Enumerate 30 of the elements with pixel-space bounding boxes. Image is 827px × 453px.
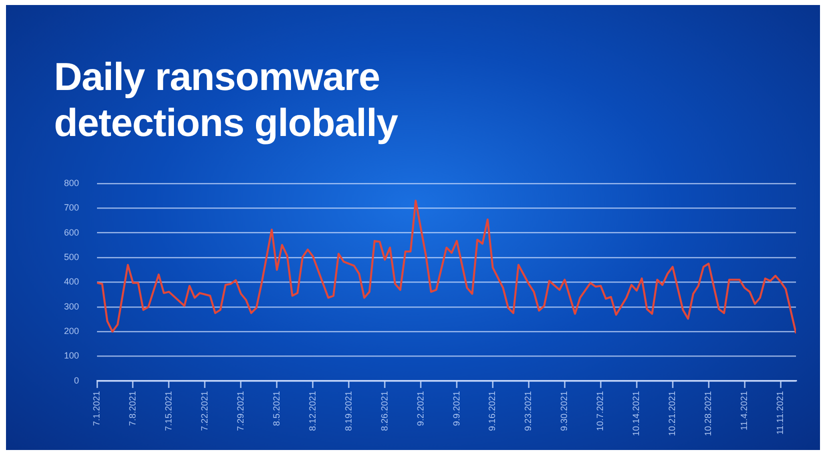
y-tick-label: 700 bbox=[64, 202, 80, 213]
x-tick-label: 9.16.2021 bbox=[487, 390, 498, 432]
x-tick-label: 8.12.2021 bbox=[307, 390, 318, 432]
x-tick-label: 11.4.2021 bbox=[739, 390, 750, 430]
x-tick-label: 8.5.2021 bbox=[271, 390, 282, 426]
x-tick-label: 7.1.2021 bbox=[92, 390, 102, 426]
y-tick-label: 200 bbox=[64, 326, 80, 336]
x-tick-label: 8.19.2021 bbox=[343, 390, 354, 432]
x-tick-label: 9.30.2021 bbox=[559, 390, 570, 432]
x-tick-label: 10.21.2021 bbox=[667, 390, 678, 436]
x-tick-label: 7.22.2021 bbox=[199, 390, 210, 432]
x-tick-label: 7.29.2021 bbox=[235, 390, 246, 432]
y-tick-label: 600 bbox=[64, 227, 80, 238]
x-tick-label: 11.11.2021 bbox=[775, 390, 786, 435]
x-tick-label: 9.2.2021 bbox=[415, 390, 426, 426]
x-tick-label: 8.26.2021 bbox=[379, 390, 390, 432]
y-tick-label: 100 bbox=[64, 350, 80, 361]
y-tick-label: 0 bbox=[74, 375, 80, 386]
x-tick-label: 7.8.2021 bbox=[127, 390, 138, 426]
x-tick-label: 9.9.2021 bbox=[451, 390, 462, 426]
chart-title: Daily ransomware detections globally bbox=[54, 55, 399, 147]
y-tick-label: 800 bbox=[64, 178, 80, 188]
x-tick-label: 10.14.2021 bbox=[631, 390, 642, 436]
y-tick-label: 400 bbox=[64, 276, 80, 287]
x-tick-label: 10.7.2021 bbox=[595, 390, 606, 432]
x-tick-label: 9.23.2021 bbox=[523, 390, 534, 432]
x-tick-label: 10.28.2021 bbox=[703, 390, 714, 436]
y-tick-label: 300 bbox=[64, 301, 80, 312]
x-tick-label: 7.15.2021 bbox=[163, 390, 174, 432]
y-tick-label: 500 bbox=[64, 252, 80, 262]
